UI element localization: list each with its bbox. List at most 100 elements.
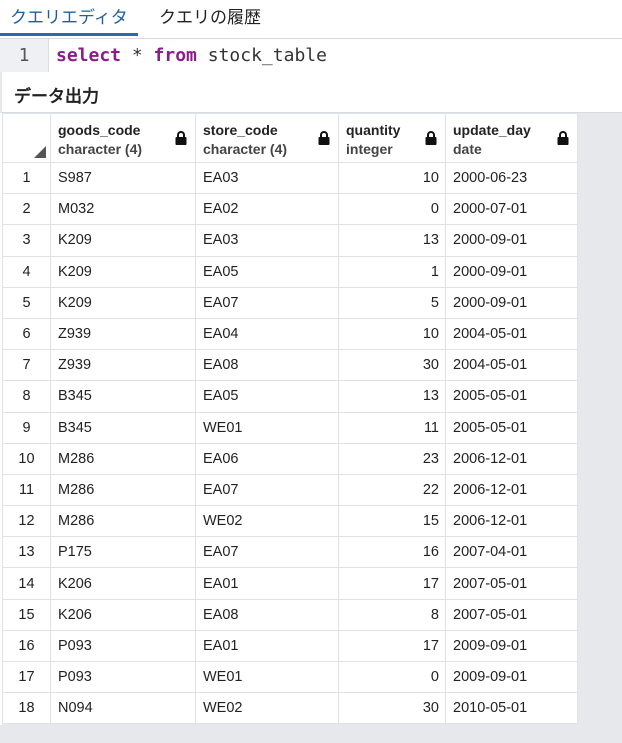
cell-store-code[interactable]: EA08 xyxy=(195,598,339,631)
cell-update-day[interactable]: 2000-09-01 xyxy=(445,286,578,319)
row-number[interactable]: 6 xyxy=(2,317,51,351)
row-number[interactable]: 12 xyxy=(2,505,51,538)
cell-quantity[interactable]: 5 xyxy=(338,286,446,319)
cell-quantity[interactable]: 11 xyxy=(338,411,446,444)
cell-goods-code[interactable]: K209 xyxy=(50,286,196,319)
cell-store-code[interactable]: EA08 xyxy=(195,349,339,382)
cell-store-code[interactable]: EA03 xyxy=(195,224,339,257)
row-number[interactable]: 15 xyxy=(2,598,51,631)
cell-store-code[interactable]: EA07 xyxy=(195,473,339,507)
cell-update-day[interactable]: 2007-04-01 xyxy=(445,536,578,569)
cell-quantity[interactable]: 8 xyxy=(338,598,446,631)
cell-quantity[interactable]: 22 xyxy=(338,473,446,507)
cell-quantity[interactable]: 1 xyxy=(338,255,446,288)
row-number[interactable]: 13 xyxy=(2,536,51,569)
cell-goods-code[interactable]: K206 xyxy=(50,598,196,631)
row-number[interactable]: 5 xyxy=(2,286,51,319)
row-number[interactable]: 4 xyxy=(2,255,51,288)
cell-update-day[interactable]: 2005-05-01 xyxy=(445,380,578,413)
cell-store-code[interactable]: EA01 xyxy=(195,567,339,600)
cell-quantity[interactable]: 0 xyxy=(338,660,446,694)
table-row[interactable]: 2 M032 EA02 0 2000-07-01 xyxy=(2,193,578,226)
cell-goods-code[interactable]: N094 xyxy=(50,692,196,725)
table-row[interactable]: 11 M286 EA07 22 2006-12-01 xyxy=(2,473,578,507)
cell-quantity[interactable]: 0 xyxy=(338,193,446,226)
cell-quantity[interactable]: 16 xyxy=(338,536,446,569)
table-row[interactable]: 16 P093 EA01 17 2009-09-01 xyxy=(2,629,578,663)
cell-store-code[interactable]: WE02 xyxy=(195,692,339,725)
cell-quantity[interactable]: 17 xyxy=(338,629,446,663)
table-row[interactable]: 18 N094 WE02 30 2010-05-01 xyxy=(2,692,578,725)
cell-goods-code[interactable]: M286 xyxy=(50,473,196,507)
code-line[interactable]: select * from stock_table xyxy=(56,39,327,72)
cell-quantity[interactable]: 17 xyxy=(338,567,446,600)
table-row[interactable]: 17 P093 WE01 0 2009-09-01 xyxy=(2,660,578,694)
cell-update-day[interactable]: 2000-09-01 xyxy=(445,255,578,288)
cell-store-code[interactable]: EA07 xyxy=(195,286,339,319)
select-all-corner[interactable] xyxy=(2,113,51,163)
result-grid[interactable]: goods_code character (4) store_code char… xyxy=(2,113,578,725)
cell-update-day[interactable]: 2000-06-23 xyxy=(445,161,578,195)
table-row[interactable]: 12 M286 WE02 15 2006-12-01 xyxy=(2,505,578,538)
cell-quantity[interactable]: 30 xyxy=(338,349,446,382)
cell-goods-code[interactable]: P093 xyxy=(50,629,196,663)
row-number[interactable]: 9 xyxy=(2,411,51,444)
cell-update-day[interactable]: 2005-05-01 xyxy=(445,411,578,444)
cell-store-code[interactable]: EA05 xyxy=(195,255,339,288)
cell-store-code[interactable]: EA01 xyxy=(195,629,339,663)
cell-update-day[interactable]: 2009-09-01 xyxy=(445,629,578,663)
column-header-store-code[interactable]: store_code character (4) xyxy=(195,113,339,163)
table-row[interactable]: 9 B345 WE01 11 2005-05-01 xyxy=(2,411,578,444)
row-number[interactable]: 7 xyxy=(2,349,51,382)
query-editor[interactable]: 1 select * from stock_table xyxy=(0,39,622,72)
cell-update-day[interactable]: 2000-07-01 xyxy=(445,193,578,226)
cell-goods-code[interactable]: B345 xyxy=(50,380,196,413)
table-row[interactable]: 6 Z939 EA04 10 2004-05-01 xyxy=(2,317,578,351)
cell-goods-code[interactable]: S987 xyxy=(50,161,196,195)
cell-update-day[interactable]: 2006-12-01 xyxy=(445,442,578,475)
row-number[interactable]: 10 xyxy=(2,442,51,475)
cell-update-day[interactable]: 2007-05-01 xyxy=(445,567,578,600)
cell-quantity[interactable]: 13 xyxy=(338,380,446,413)
cell-store-code[interactable]: EA07 xyxy=(195,536,339,569)
table-row[interactable]: 5 K209 EA07 5 2000-09-01 xyxy=(2,286,578,319)
column-header-quantity[interactable]: quantity integer xyxy=(338,113,446,163)
cell-store-code[interactable]: EA03 xyxy=(195,161,339,195)
cell-quantity[interactable]: 15 xyxy=(338,505,446,538)
row-number[interactable]: 8 xyxy=(2,380,51,413)
row-number[interactable]: 11 xyxy=(2,473,51,507)
table-row[interactable]: 1 S987 EA03 10 2000-06-23 xyxy=(2,161,578,195)
cell-quantity[interactable]: 10 xyxy=(338,161,446,195)
cell-quantity[interactable]: 23 xyxy=(338,442,446,475)
row-number[interactable]: 16 xyxy=(2,629,51,663)
row-number[interactable]: 14 xyxy=(2,567,51,600)
cell-goods-code[interactable]: Z939 xyxy=(50,317,196,351)
cell-goods-code[interactable]: M032 xyxy=(50,193,196,226)
table-row[interactable]: 14 K206 EA01 17 2007-05-01 xyxy=(2,567,578,600)
column-header-update-day[interactable]: update_day date xyxy=(445,113,578,163)
cell-update-day[interactable]: 2007-05-01 xyxy=(445,598,578,631)
table-row[interactable]: 10 M286 EA06 23 2006-12-01 xyxy=(2,442,578,475)
table-row[interactable]: 15 K206 EA08 8 2007-05-01 xyxy=(2,598,578,631)
table-row[interactable]: 4 K209 EA05 1 2000-09-01 xyxy=(2,255,578,288)
cell-update-day[interactable]: 2006-12-01 xyxy=(445,473,578,507)
tab-query-history[interactable]: クエリの履歴 xyxy=(159,8,261,28)
cell-update-day[interactable]: 2000-09-01 xyxy=(445,224,578,257)
cell-goods-code[interactable]: Z939 xyxy=(50,349,196,382)
cell-quantity[interactable]: 10 xyxy=(338,317,446,351)
cell-goods-code[interactable]: K206 xyxy=(50,567,196,600)
cell-update-day[interactable]: 2004-05-01 xyxy=(445,349,578,382)
cell-goods-code[interactable]: K209 xyxy=(50,224,196,257)
table-row[interactable]: 8 B345 EA05 13 2005-05-01 xyxy=(2,380,578,413)
table-row[interactable]: 7 Z939 EA08 30 2004-05-01 xyxy=(2,349,578,382)
row-number[interactable]: 3 xyxy=(2,224,51,257)
cell-update-day[interactable]: 2006-12-01 xyxy=(445,505,578,538)
cell-store-code[interactable]: EA02 xyxy=(195,193,339,226)
cell-goods-code[interactable]: P093 xyxy=(50,660,196,694)
cell-store-code[interactable]: EA06 xyxy=(195,442,339,475)
row-number[interactable]: 2 xyxy=(2,193,51,226)
cell-update-day[interactable]: 2004-05-01 xyxy=(445,317,578,351)
row-number[interactable]: 1 xyxy=(2,161,51,195)
cell-update-day[interactable]: 2009-09-01 xyxy=(445,660,578,694)
cell-update-day[interactable]: 2010-05-01 xyxy=(445,692,578,725)
